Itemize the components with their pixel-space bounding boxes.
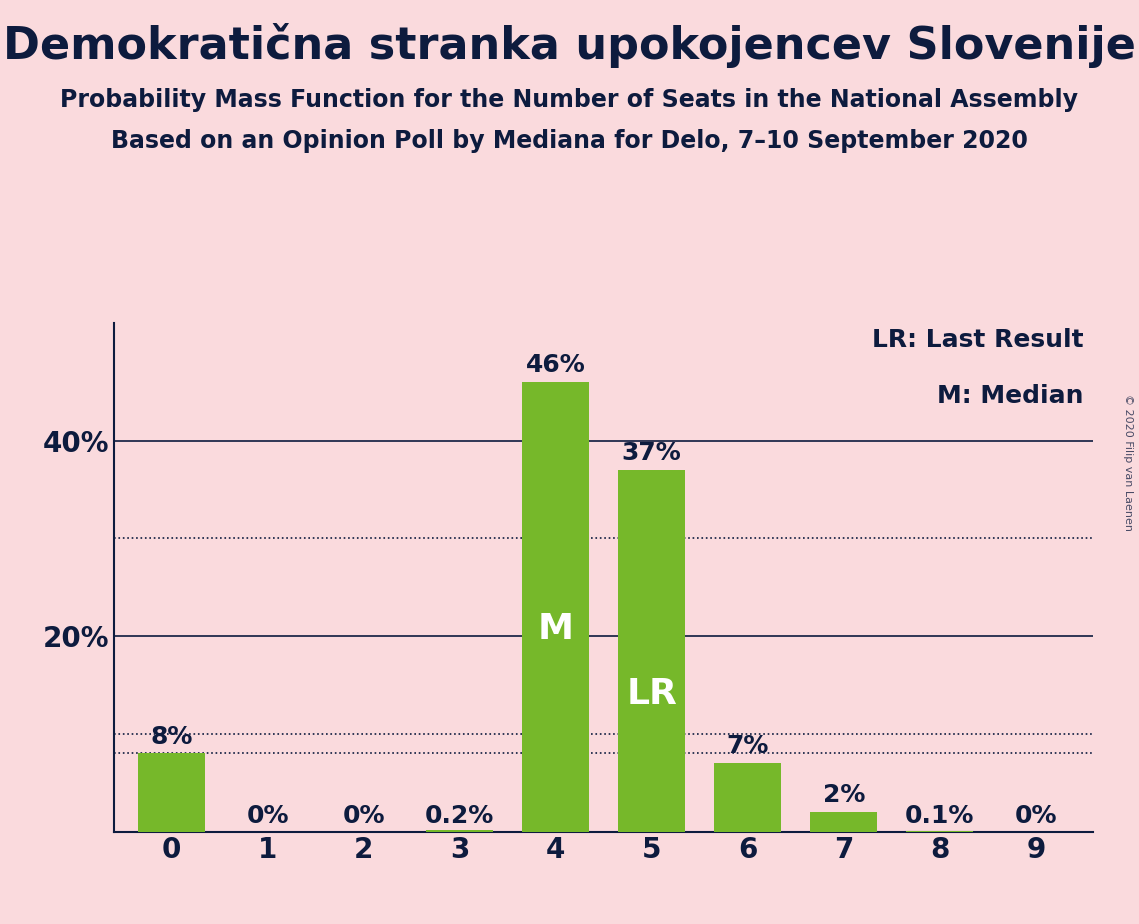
Text: 0%: 0% [246, 804, 289, 828]
Bar [138, 753, 205, 832]
Bar [426, 830, 493, 832]
Text: 46%: 46% [526, 353, 585, 377]
Text: 0%: 0% [1015, 804, 1057, 828]
Text: Demokratična stranka upokojencev Slovenije: Demokratična stranka upokojencev Sloveni… [3, 23, 1136, 68]
Text: 0.2%: 0.2% [425, 804, 494, 828]
Text: Based on an Opinion Poll by Mediana for Delo, 7–10 September 2020: Based on an Opinion Poll by Mediana for … [112, 129, 1027, 153]
Text: M: M [538, 613, 574, 646]
Text: 0%: 0% [343, 804, 385, 828]
Bar [618, 470, 686, 832]
Bar [810, 812, 877, 832]
Bar [714, 763, 781, 832]
Text: M: Median: M: Median [937, 384, 1083, 408]
Text: LR: LR [626, 677, 677, 711]
Text: 2%: 2% [822, 784, 865, 808]
Text: LR: Last Result: LR: Last Result [872, 328, 1083, 352]
Text: Probability Mass Function for the Number of Seats in the National Assembly: Probability Mass Function for the Number… [60, 88, 1079, 112]
Text: 0.1%: 0.1% [906, 804, 975, 828]
Bar [907, 831, 974, 832]
Bar [522, 382, 589, 832]
Text: 37%: 37% [622, 441, 681, 465]
Text: 8%: 8% [150, 724, 192, 748]
Text: © 2020 Filip van Laenen: © 2020 Filip van Laenen [1123, 394, 1133, 530]
Text: 7%: 7% [727, 735, 769, 759]
